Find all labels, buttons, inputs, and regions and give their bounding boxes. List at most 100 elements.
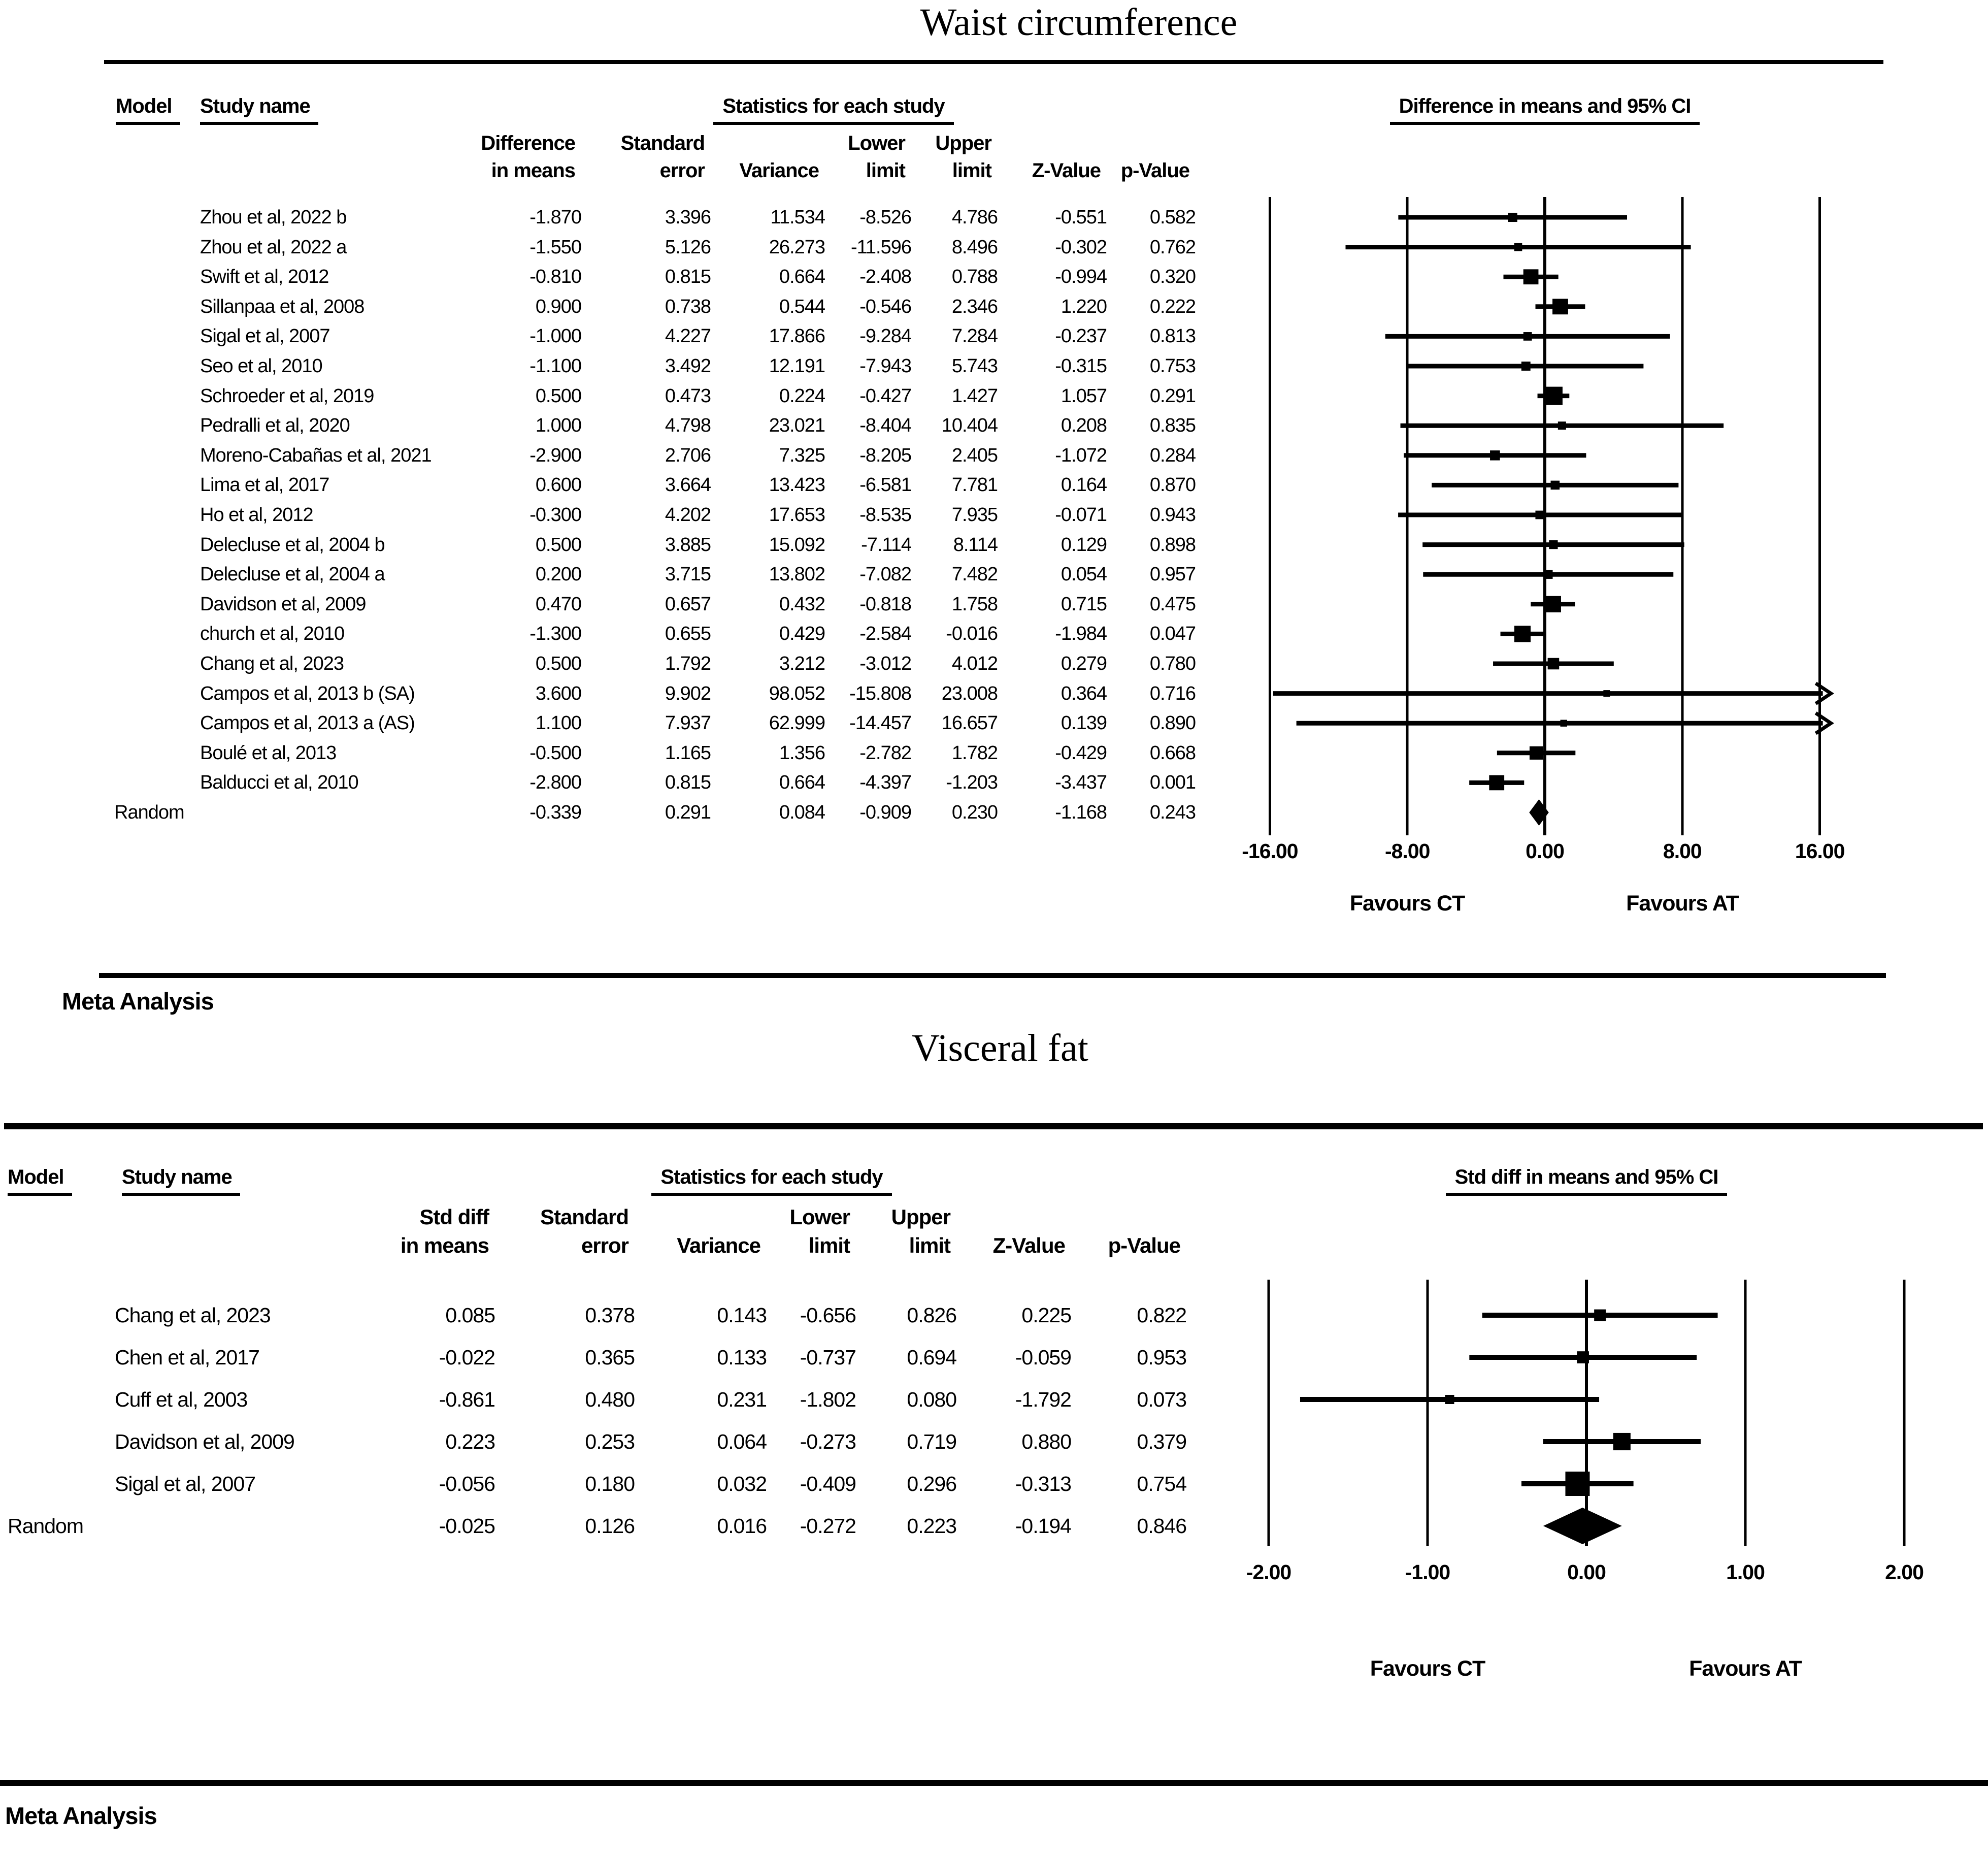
mean-marker <box>1547 658 1560 670</box>
stat-value: 0.320 <box>1149 266 1196 288</box>
stat-value: -0.302 <box>1055 236 1107 258</box>
stat-value: 0.230 <box>951 802 998 823</box>
stat-value: 0.253 <box>585 1430 635 1453</box>
column-header: in means <box>491 159 576 182</box>
stat-value: 26.273 <box>769 236 825 258</box>
stat-value: 4.202 <box>665 504 711 526</box>
column-header: limit <box>909 1233 951 1257</box>
stat-value: 0.788 <box>951 266 998 288</box>
study-name: Chen et al, 2017 <box>115 1346 260 1369</box>
panel1-bottom-rule <box>99 973 1886 978</box>
stat-value: -4.397 <box>859 772 912 794</box>
stat-value: 0.475 <box>1149 593 1196 615</box>
stat-value: 0.291 <box>665 802 711 823</box>
stat-value: -0.546 <box>859 296 912 317</box>
stat-value: 4.786 <box>951 207 998 228</box>
column-header: Standard <box>620 132 705 154</box>
stat-value: -3.012 <box>859 653 912 674</box>
stat-value: -7.114 <box>861 534 912 556</box>
stat-value: -7.943 <box>859 355 912 377</box>
study-name: Pedralli et al, 2020 <box>200 415 350 437</box>
stat-value: 0.822 <box>1137 1304 1187 1327</box>
stat-value: 3.212 <box>779 653 825 674</box>
stat-value: 0.815 <box>665 266 711 288</box>
panel1-stats-header: Statistics for each study <box>631 94 1037 125</box>
mean-marker <box>1521 362 1531 371</box>
stat-value: -0.861 <box>439 1388 495 1411</box>
stat-value: 16.657 <box>941 712 998 734</box>
panel1-study-header: Study name <box>200 94 318 125</box>
stat-value: -0.059 <box>1015 1346 1072 1369</box>
panel1-forest-plot <box>1268 197 1834 835</box>
stat-value: 0.780 <box>1149 653 1196 674</box>
axis-tick-label: 0.00 <box>1567 1560 1606 1584</box>
study-name: Cuff et al, 2003 <box>115 1388 248 1411</box>
stat-value: 3.492 <box>665 355 711 377</box>
column-header: in means <box>400 1233 489 1257</box>
stat-value: 0.544 <box>779 296 825 317</box>
stat-value: -0.056 <box>439 1472 495 1495</box>
mean-marker <box>1529 746 1543 760</box>
stat-value: 7.325 <box>779 444 825 466</box>
stat-value: 0.473 <box>665 385 711 407</box>
stat-value: 9.902 <box>665 682 711 704</box>
stat-value: 0.296 <box>907 1472 957 1495</box>
study-name: Ho et al, 2012 <box>200 504 314 526</box>
column-header: limit <box>808 1233 850 1257</box>
stat-value: 0.054 <box>1061 564 1107 585</box>
summary-model-label: Random <box>114 802 185 823</box>
stat-value: 4.798 <box>665 415 711 437</box>
stat-value: -11.596 <box>850 236 912 258</box>
stat-value: 0.208 <box>1061 415 1107 437</box>
stat-value: 5.743 <box>951 355 998 377</box>
panel2-model-header: Model <box>8 1165 72 1196</box>
mean-marker <box>1603 690 1610 697</box>
stat-value: 7.482 <box>951 564 998 585</box>
stat-value: 0.365 <box>585 1346 635 1369</box>
stat-value: 0.500 <box>535 534 582 556</box>
stat-value: -0.427 <box>859 385 912 407</box>
stat-value: -1.870 <box>529 207 582 228</box>
stat-value: -0.810 <box>529 266 582 288</box>
stat-value: 0.084 <box>779 802 825 823</box>
panel1-effect-header: Difference in means and 95% CI <box>1342 94 1748 125</box>
stat-value: -8.535 <box>859 504 912 526</box>
stat-value: 0.500 <box>535 653 582 674</box>
stat-value: -0.300 <box>529 504 582 526</box>
stat-value: -0.994 <box>1055 266 1107 288</box>
stat-value: -1.802 <box>800 1388 856 1411</box>
stat-value: 0.694 <box>907 1346 957 1369</box>
stat-value: 0.957 <box>1149 564 1196 585</box>
stat-value: -0.273 <box>800 1430 856 1453</box>
stat-value: 1.057 <box>1061 385 1107 407</box>
stat-value: -0.656 <box>800 1304 856 1327</box>
stat-value: 1.758 <box>951 593 998 615</box>
study-name: Seo et al, 2010 <box>200 355 323 377</box>
stat-value: 0.500 <box>535 385 582 407</box>
panel1-favours-left-label: Favours CT <box>1349 891 1466 916</box>
stat-value: -2.408 <box>859 266 912 288</box>
stat-value: 1.782 <box>951 742 998 764</box>
study-name: Sillanpaa et al, 2008 <box>200 296 365 317</box>
study-name: Moreno-Cabañas et al, 2021 <box>200 444 432 466</box>
stat-value: 0.953 <box>1137 1346 1187 1369</box>
panel2-top-rule <box>4 1123 1983 1129</box>
stat-value: 10.404 <box>941 415 998 437</box>
stat-value: 0.898 <box>1149 534 1196 556</box>
axis-tick-label: 16.00 <box>1795 839 1845 863</box>
stat-value: 0.470 <box>535 593 582 615</box>
stat-value: 1.356 <box>779 742 825 764</box>
column-header: Z-Value <box>1032 159 1101 182</box>
stat-value: -2.584 <box>859 623 912 645</box>
study-name: Delecluse et al, 2004 b <box>200 534 385 556</box>
column-header: Lower <box>789 1205 850 1229</box>
column-header: Variance <box>677 1233 761 1257</box>
column-header: Std diff <box>419 1205 489 1229</box>
stat-value: 1.427 <box>951 385 998 407</box>
study-name: Zhou et al, 2022 b <box>200 207 347 228</box>
axis-tick-label: -8.00 <box>1384 839 1430 863</box>
panel2-title: Visceral fat <box>912 1027 1088 1069</box>
axis-tick-label: -16.00 <box>1242 839 1298 863</box>
stat-value: 1.165 <box>665 742 711 764</box>
mean-marker <box>1508 212 1517 222</box>
